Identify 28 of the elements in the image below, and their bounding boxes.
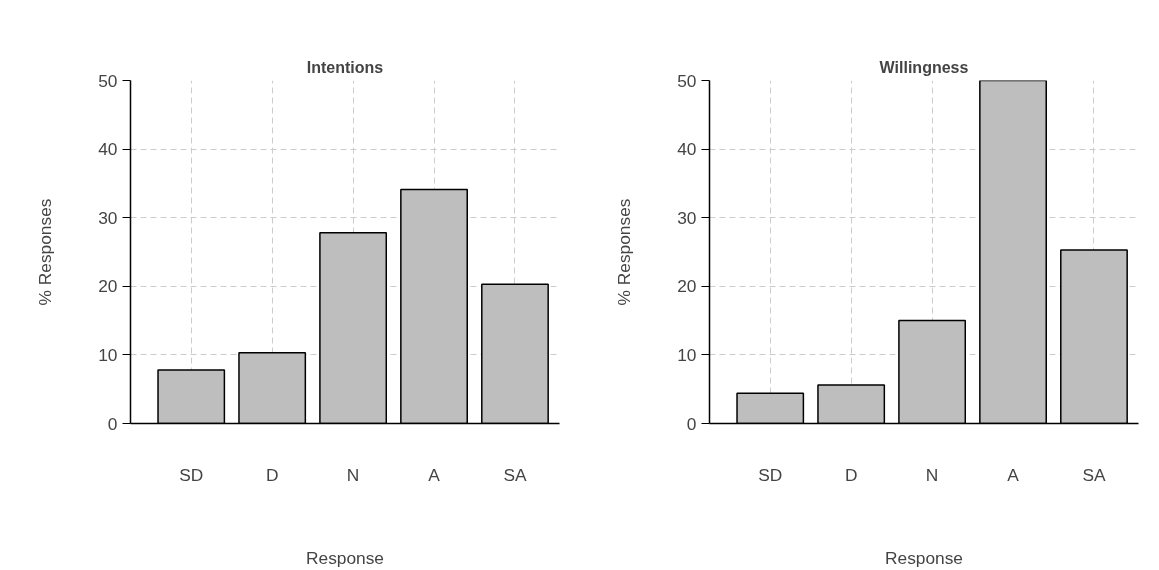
y-tick-label: 30: [677, 207, 697, 228]
x-tick-label: SD: [179, 464, 204, 485]
y-tick-label: 30: [98, 207, 118, 228]
y-tick-label: 20: [98, 276, 118, 297]
x-axis-title: Response: [884, 547, 964, 568]
chart-title: Willingness: [879, 58, 969, 76]
x-axis-title: Response: [305, 547, 385, 568]
x-tick-label: D: [265, 464, 279, 485]
y-tick-label: 10: [98, 344, 118, 365]
x-tick-label: N: [925, 464, 939, 485]
y-tick-label: 20: [677, 276, 697, 297]
y-tick-label: 40: [677, 139, 697, 160]
x-tick-label: A: [1007, 464, 1020, 485]
y-axis-title: % Responses: [614, 198, 635, 306]
y-tick-label: 50: [98, 70, 118, 91]
y-tick-label: 0: [107, 413, 118, 434]
x-tick-label: D: [844, 464, 858, 485]
y-tick-label: 0: [686, 413, 697, 434]
x-tick-label: A: [428, 464, 441, 485]
y-axis-title: % Responses: [35, 198, 56, 306]
x-tick-label: N: [346, 464, 360, 485]
y-tick-label: 40: [98, 139, 118, 160]
x-tick-label: SA: [503, 464, 527, 485]
x-tick-label: SA: [1082, 464, 1106, 485]
y-tick-label: 10: [677, 344, 697, 365]
chart-title: Intentions: [306, 58, 384, 76]
x-tick-label: SD: [758, 464, 783, 485]
y-tick-label: 50: [677, 70, 697, 91]
